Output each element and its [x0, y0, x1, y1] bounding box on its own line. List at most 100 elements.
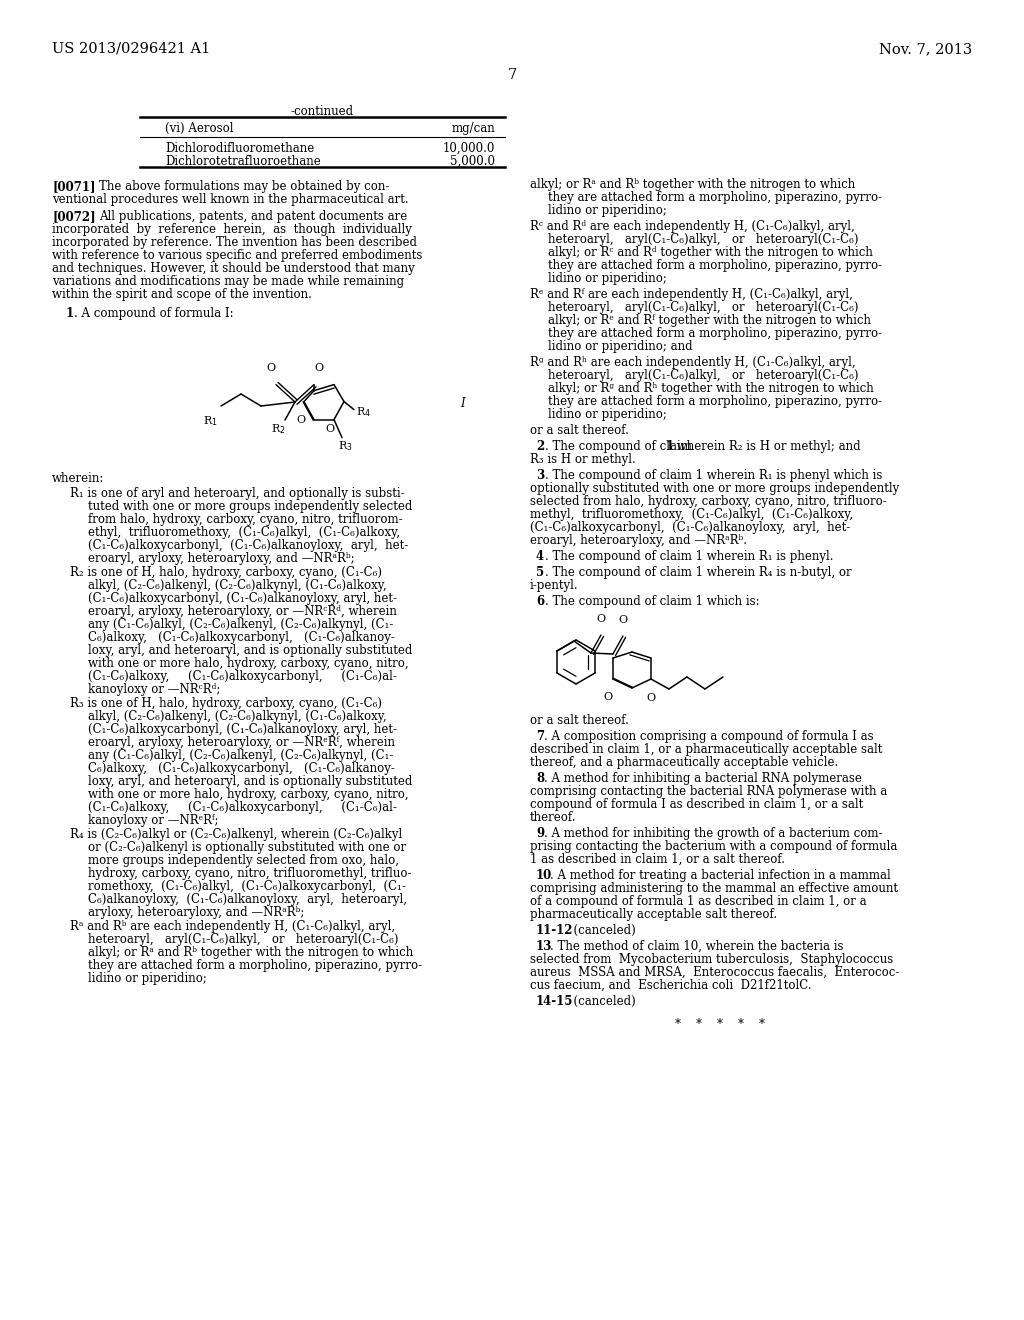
- Text: thereof.: thereof.: [530, 810, 577, 824]
- Text: ventional procedures well known in the pharmaceutical art.: ventional procedures well known in the p…: [52, 193, 409, 206]
- Text: eroaryl, heteroaryloxy, and —NRᵃRᵇ.: eroaryl, heteroaryloxy, and —NRᵃRᵇ.: [530, 535, 746, 546]
- Text: R$_4$: R$_4$: [356, 405, 371, 420]
- Text: (C₁-C₆)alkoxycarbonyl,  (C₁-C₆)alkanoyloxy,  aryl,  het-: (C₁-C₆)alkoxycarbonyl, (C₁-C₆)alkanoylox…: [530, 521, 850, 535]
- Text: heteroaryl,   aryl(C₁-C₆)alkyl,   or   heteroaryl(C₁-C₆): heteroaryl, aryl(C₁-C₆)alkyl, or heteroa…: [548, 234, 858, 246]
- Text: 6: 6: [536, 595, 544, 609]
- Text: tuted with one or more groups independently selected: tuted with one or more groups independen…: [88, 500, 413, 513]
- Text: . A composition comprising a compound of formula I as: . A composition comprising a compound of…: [544, 730, 873, 743]
- Text: with one or more halo, hydroxy, carboxy, cyano, nitro,: with one or more halo, hydroxy, carboxy,…: [88, 657, 409, 671]
- Text: . The method of claim 10, wherein the bacteria is: . The method of claim 10, wherein the ba…: [550, 940, 844, 953]
- Text: ethyl,  trifluoromethoxy,  (C₁-C₆)alkyl,  (C₁-C₆)alkoxy,: ethyl, trifluoromethoxy, (C₁-C₆)alkyl, (…: [88, 525, 400, 539]
- Text: they are attached form a morpholino, piperazino, pyrro-: they are attached form a morpholino, pip…: [548, 327, 882, 341]
- Text: . The compound of claim 1 which is:: . The compound of claim 1 which is:: [545, 595, 760, 609]
- Text: of a compound of formula 1 as described in claim 1, or a: of a compound of formula 1 as described …: [530, 895, 866, 908]
- Text: lidino or piperidino;: lidino or piperidino;: [548, 272, 667, 285]
- Text: O: O: [266, 363, 275, 372]
- Text: [0071]: [0071]: [52, 180, 95, 193]
- Text: incorporated by reference. The invention has been described: incorporated by reference. The invention…: [52, 236, 417, 249]
- Text: alkyl; or Rᶜ and Rᵈ together with the nitrogen to which: alkyl; or Rᶜ and Rᵈ together with the ni…: [548, 246, 872, 259]
- Text: incorporated  by  reference  herein,  as  though  individually: incorporated by reference herein, as tho…: [52, 223, 412, 236]
- Text: with reference to various specific and preferred embodiments: with reference to various specific and p…: [52, 249, 422, 261]
- Text: 14-15: 14-15: [536, 995, 573, 1008]
- Text: more groups independently selected from oxo, halo,: more groups independently selected from …: [88, 854, 399, 867]
- Text: O: O: [314, 363, 324, 372]
- Text: methyl,  trifluoromethoxy,  (C₁-C₆)alkyl,  (C₁-C₆)alkoxy,: methyl, trifluoromethoxy, (C₁-C₆)alkyl, …: [530, 508, 853, 521]
- Text: and techniques. However, it should be understood that many: and techniques. However, it should be un…: [52, 261, 415, 275]
- Text: O: O: [326, 424, 335, 433]
- Text: C₆)alkanoyloxy,  (C₁-C₆)alkanoyloxy,  aryl,  heteroaryl,: C₆)alkanoyloxy, (C₁-C₆)alkanoyloxy, aryl…: [88, 894, 407, 906]
- Text: any (C₁-C₆)alkyl, (C₂-C₆)alkenyl, (C₂-C₆)alkynyl, (C₁-: any (C₁-C₆)alkyl, (C₂-C₆)alkenyl, (C₂-C₆…: [88, 748, 393, 762]
- Text: romethoxy,  (C₁-C₆)alkyl,  (C₁-C₆)alkoxycarbonyl,  (C₁-: romethoxy, (C₁-C₆)alkyl, (C₁-C₆)alkoxyca…: [88, 880, 406, 894]
- Text: kanoyloxy or —NRᶜRᵈ;: kanoyloxy or —NRᶜRᵈ;: [88, 682, 220, 696]
- Text: Rᵍ and Rʰ are each independently H, (C₁-C₆)alkyl, aryl,: Rᵍ and Rʰ are each independently H, (C₁-…: [530, 356, 856, 370]
- Text: mg/can: mg/can: [452, 121, 495, 135]
- Text: (C₁-C₆)alkoxycarbonyl, (C₁-C₆)alkanoyloxy, aryl, het-: (C₁-C₆)alkoxycarbonyl, (C₁-C₆)alkanoylox…: [88, 591, 397, 605]
- Text: alkyl, (C₂-C₆)alkenyl, (C₂-C₆)alkynyl, (C₁-C₆)alkoxy,: alkyl, (C₂-C₆)alkenyl, (C₂-C₆)alkynyl, (…: [88, 579, 387, 591]
- Text: heteroaryl,   aryl(C₁-C₆)alkyl,   or   heteroaryl(C₁-C₆): heteroaryl, aryl(C₁-C₆)alkyl, or heteroa…: [548, 301, 858, 314]
- Text: heteroaryl,   aryl(C₁-C₆)alkyl,   or   heteroaryl(C₁-C₆): heteroaryl, aryl(C₁-C₆)alkyl, or heteroa…: [548, 370, 858, 381]
- Text: selected from  Mycobacterium tuberculosis,  Staphylococcus: selected from Mycobacterium tuberculosis…: [530, 953, 893, 966]
- Text: . A compound of formula I:: . A compound of formula I:: [74, 308, 233, 319]
- Text: loxy, aryl, and heteroaryl, and is optionally substituted: loxy, aryl, and heteroaryl, and is optio…: [88, 775, 413, 788]
- Text: or (C₂-C₆)alkenyl is optionally substituted with one or: or (C₂-C₆)alkenyl is optionally substitu…: [88, 841, 407, 854]
- Text: (C₁-C₆)alkoxycarbonyl, (C₁-C₆)alkanoyloxy, aryl, het-: (C₁-C₆)alkoxycarbonyl, (C₁-C₆)alkanoylox…: [88, 723, 397, 737]
- Text: Dichlorodifluoromethane: Dichlorodifluoromethane: [165, 143, 314, 154]
- Text: R₁ is one of aryl and heteroaryl, and optionally is substi-: R₁ is one of aryl and heteroaryl, and op…: [70, 487, 404, 500]
- Text: All publications, patents, and patent documents are: All publications, patents, and patent do…: [99, 210, 408, 223]
- Text: R₃ is one of H, halo, hydroxy, carboxy, cyano, (C₁-C₆): R₃ is one of H, halo, hydroxy, carboxy, …: [70, 697, 382, 710]
- Text: . The compound of claim 1 wherein R₁ is phenyl.: . The compound of claim 1 wherein R₁ is …: [545, 550, 834, 564]
- Text: Rᵉ and Rᶠ are each independently H, (C₁-C₆)alkyl, aryl,: Rᵉ and Rᶠ are each independently H, (C₁-…: [530, 288, 853, 301]
- Text: lidino or piperidino;: lidino or piperidino;: [548, 205, 667, 216]
- Text: alkyl; or Rᵍ and Rʰ together with the nitrogen to which: alkyl; or Rᵍ and Rʰ together with the ni…: [548, 381, 873, 395]
- Text: 5: 5: [536, 566, 544, 579]
- Text: 11-12: 11-12: [536, 924, 573, 937]
- Text: C₆)alkoxy,   (C₁-C₆)alkoxycarbonyl,   (C₁-C₆)alkanoy-: C₆)alkoxy, (C₁-C₆)alkoxycarbonyl, (C₁-C₆…: [88, 631, 395, 644]
- Text: kanoyloxy or —NRᵉRᶠ;: kanoyloxy or —NRᵉRᶠ;: [88, 814, 218, 828]
- Text: 2: 2: [536, 440, 544, 453]
- Text: . A method for treating a bacterial infection in a mammal: . A method for treating a bacterial infe…: [550, 869, 891, 882]
- Text: lidino or piperidino;: lidino or piperidino;: [548, 408, 667, 421]
- Text: alkyl; or Rᵃ and Rᵇ together with the nitrogen to which: alkyl; or Rᵃ and Rᵇ together with the ni…: [530, 178, 855, 191]
- Text: I: I: [460, 397, 465, 411]
- Text: *    *    *    *    *: * * * * *: [675, 1018, 765, 1031]
- Text: alkyl, (C₂-C₆)alkenyl, (C₂-C₆)alkynyl, (C₁-C₆)alkoxy,: alkyl, (C₂-C₆)alkenyl, (C₂-C₆)alkynyl, (…: [88, 710, 387, 723]
- Text: heteroaryl,   aryl(C₁-C₆)alkyl,   or   heteroaryl(C₁-C₆): heteroaryl, aryl(C₁-C₆)alkyl, or heteroa…: [88, 933, 398, 946]
- Text: wherein R₂ is H or methyl; and: wherein R₂ is H or methyl; and: [673, 440, 860, 453]
- Text: 7: 7: [536, 730, 544, 743]
- Text: or a salt thereof.: or a salt thereof.: [530, 424, 629, 437]
- Text: alkyl; or Rᵉ and Rᶠ together with the nitrogen to which: alkyl; or Rᵉ and Rᶠ together with the ni…: [548, 314, 871, 327]
- Text: -continued: -continued: [291, 106, 353, 117]
- Text: 9: 9: [536, 828, 544, 840]
- Text: 7: 7: [507, 69, 517, 82]
- Text: (C₁-C₆)alkoxy,     (C₁-C₆)alkoxycarbonyl,     (C₁-C₆)al-: (C₁-C₆)alkoxy, (C₁-C₆)alkoxycarbonyl, (C…: [88, 671, 397, 682]
- Text: . A method for inhibiting the growth of a bacterium com-: . A method for inhibiting the growth of …: [544, 828, 883, 840]
- Text: R$_1$: R$_1$: [203, 414, 218, 428]
- Text: . The compound of claim: . The compound of claim: [545, 440, 695, 453]
- Text: 1 as described in claim 1, or a salt thereof.: 1 as described in claim 1, or a salt the…: [530, 853, 785, 866]
- Text: O: O: [596, 614, 605, 624]
- Text: R₄ is (C₂-C₆)alkyl or (C₂-C₆)alkenyl, wherein (C₂-C₆)alkyl: R₄ is (C₂-C₆)alkyl or (C₂-C₆)alkenyl, wh…: [70, 828, 402, 841]
- Text: O: O: [603, 692, 612, 702]
- Text: variations and modifications may be made while remaining: variations and modifications may be made…: [52, 275, 404, 288]
- Text: . (canceled): . (canceled): [566, 995, 636, 1008]
- Text: eroaryl, aryloxy, heteroaryloxy, or —NRᶜRᵈ, wherein: eroaryl, aryloxy, heteroaryloxy, or —NRᶜ…: [88, 605, 397, 618]
- Text: (C₁-C₆)alkoxy,     (C₁-C₆)alkoxycarbonyl,     (C₁-C₆)al-: (C₁-C₆)alkoxy, (C₁-C₆)alkoxycarbonyl, (C…: [88, 801, 397, 814]
- Text: i-pentyl.: i-pentyl.: [530, 579, 579, 591]
- Text: lidino or piperidino;: lidino or piperidino;: [88, 972, 207, 985]
- Text: O: O: [646, 693, 655, 704]
- Text: from halo, hydroxy, carboxy, cyano, nitro, trifluorom-: from halo, hydroxy, carboxy, cyano, nitr…: [88, 513, 402, 525]
- Text: (vi) Aerosol: (vi) Aerosol: [165, 121, 233, 135]
- Text: within the spirit and scope of the invention.: within the spirit and scope of the inven…: [52, 288, 312, 301]
- Text: aryloxy, heteroaryloxy, and —NRᵃRᵇ;: aryloxy, heteroaryloxy, and —NRᵃRᵇ;: [88, 906, 304, 919]
- Text: . (canceled): . (canceled): [566, 924, 636, 937]
- Text: 10: 10: [536, 869, 552, 882]
- Text: selected from halo, hydroxy, carboxy, cyano, nitro, trifluoro-: selected from halo, hydroxy, carboxy, cy…: [530, 495, 887, 508]
- Text: O: O: [296, 414, 305, 425]
- Text: R$_2$: R$_2$: [271, 422, 286, 436]
- Text: they are attached form a morpholino, piperazino, pyrro-: they are attached form a morpholino, pip…: [88, 960, 422, 972]
- Text: 13: 13: [536, 940, 552, 953]
- Text: wherein:: wherein:: [52, 473, 104, 484]
- Text: they are attached form a morpholino, piperazino, pyrro-: they are attached form a morpholino, pip…: [548, 259, 882, 272]
- Text: comprising contacting the bacterial RNA polymerase with a: comprising contacting the bacterial RNA …: [530, 785, 887, 799]
- Text: prising contacting the bacterium with a compound of formula: prising contacting the bacterium with a …: [530, 840, 897, 853]
